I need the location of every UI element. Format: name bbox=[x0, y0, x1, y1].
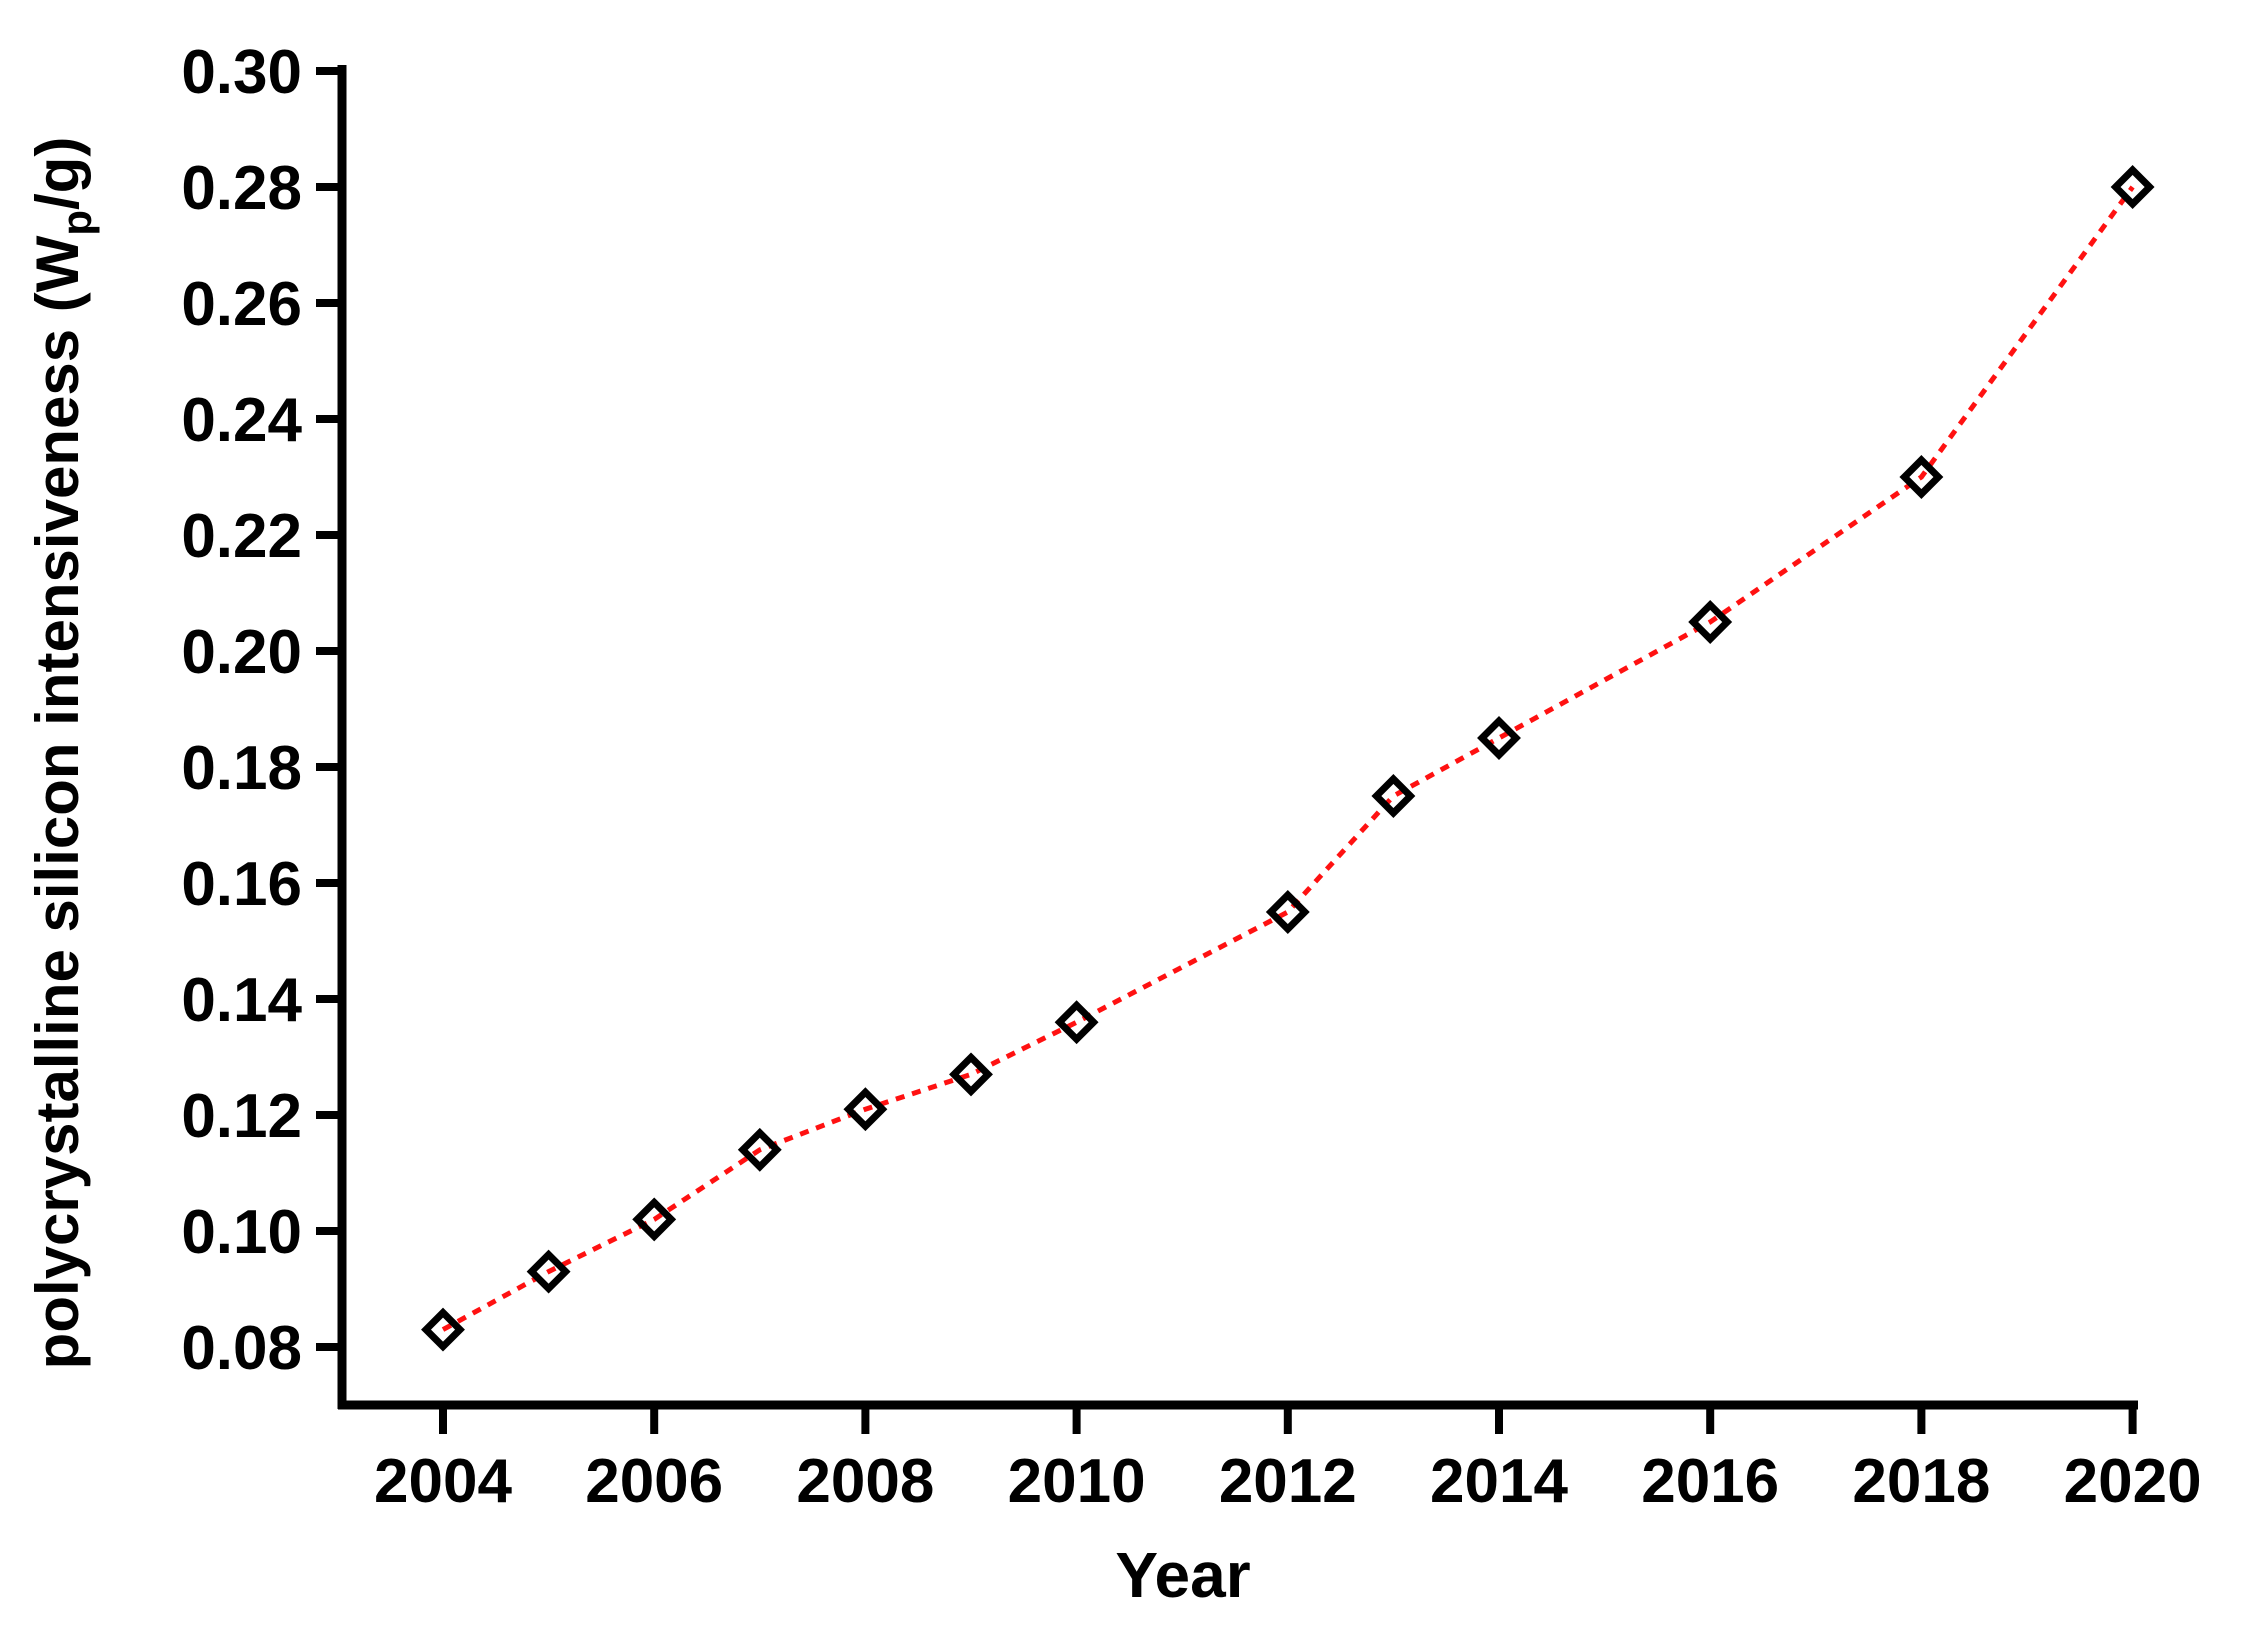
data-marker bbox=[1688, 600, 1733, 644]
x-tick-label: 2008 bbox=[796, 1447, 934, 1516]
x-axis-title: Year bbox=[1115, 1539, 1250, 1611]
data-marker bbox=[632, 1197, 677, 1242]
data-marker bbox=[1899, 455, 1944, 499]
x-tick-label: 2004 bbox=[374, 1447, 512, 1516]
x-tick-label: 2018 bbox=[1852, 1447, 1990, 1516]
data-marker bbox=[1477, 716, 1521, 760]
data-marker bbox=[421, 1307, 465, 1352]
data-marker bbox=[2110, 165, 2155, 209]
x-tick-label: 2010 bbox=[1008, 1447, 1146, 1516]
y-tick-label: 0.22 bbox=[181, 502, 302, 571]
y-tick-label: 0.26 bbox=[181, 270, 302, 339]
y-tick-label: 0.08 bbox=[181, 1314, 302, 1383]
y-tick-label: 0.16 bbox=[181, 850, 302, 919]
y-axis-title: polycrystalline silicon intensiveness (W… bbox=[24, 137, 100, 1370]
x-tick-label: 2006 bbox=[585, 1447, 723, 1516]
y-tick-label: 0.28 bbox=[181, 154, 302, 223]
data-marker bbox=[1265, 890, 1310, 934]
data-marker bbox=[737, 1127, 782, 1172]
data-marker bbox=[1371, 774, 1416, 818]
y-tick-label: 0.10 bbox=[181, 1198, 302, 1267]
y-tick-label: 0.24 bbox=[181, 386, 302, 455]
y-tick-label: 0.14 bbox=[181, 966, 302, 1035]
series-line bbox=[441, 185, 2135, 1332]
y-tick-label: 0.20 bbox=[181, 618, 302, 687]
y-tick-label: 0.12 bbox=[181, 1082, 302, 1151]
x-tick-label: 2016 bbox=[1641, 1447, 1779, 1516]
data-marker bbox=[526, 1249, 571, 1294]
y-tick-label: 0.18 bbox=[181, 734, 302, 803]
x-tick-label: 2014 bbox=[1430, 1447, 1568, 1516]
data-marker bbox=[843, 1087, 888, 1132]
x-tick-label: 2012 bbox=[1219, 1447, 1357, 1516]
x-tick-label: 2020 bbox=[2064, 1447, 2202, 1516]
y-tick-label: 0.30 bbox=[181, 38, 302, 107]
data-marker bbox=[1054, 1000, 1099, 1045]
data-marker bbox=[949, 1052, 993, 1097]
